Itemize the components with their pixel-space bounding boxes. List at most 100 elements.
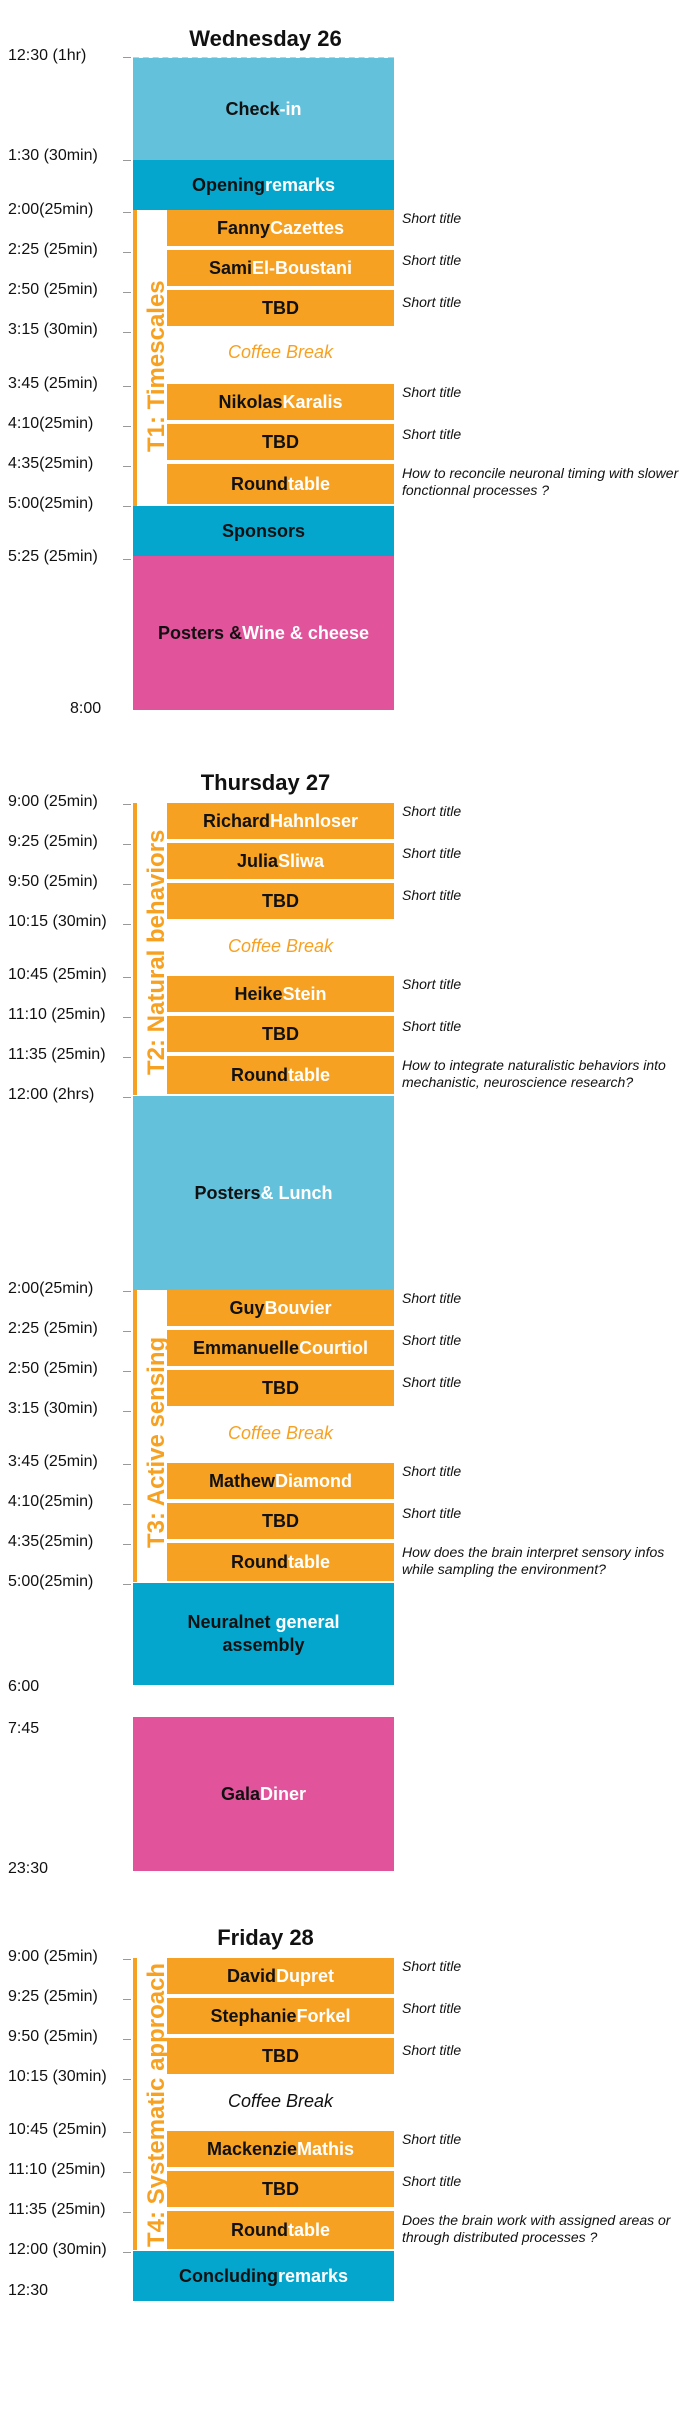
talk-note: Short title <box>402 1290 462 1306</box>
talk-note: Short title <box>402 1332 462 1348</box>
opening-remarks-block: Opening remarks <box>133 160 394 210</box>
time-label: 23:30 <box>8 1860 49 1877</box>
talk-block[interactable]: TBD <box>167 2038 394 2076</box>
talk-note: Short title <box>402 252 462 268</box>
time-label: 3:15 (30min) <box>8 1400 98 1417</box>
time-label: 10:15 (30min) <box>8 913 107 930</box>
day-title-friday: Friday 28 <box>217 1925 314 1950</box>
time-label: 2:00(25min) <box>8 201 94 218</box>
talk-note: Short title <box>402 803 462 819</box>
concluding-remarks-block: Concluding remarks <box>133 2251 394 2301</box>
time-label: 11:10 (25min) <box>8 1006 106 1023</box>
talk-note: Does the brain work with assigned areas … <box>402 2212 671 2245</box>
roundtable-block[interactable]: Round table <box>167 1543 394 1583</box>
time-label: 12:00 (30min) <box>8 2241 107 2258</box>
coffee-break: Coffee Break <box>227 1423 334 1443</box>
gala-dinner-block: Gala Diner <box>133 1717 394 1871</box>
time-label: 2:00(25min) <box>8 1280 94 1297</box>
talk-block[interactable]: TBD <box>167 1016 394 1054</box>
day-title-wednesday: Wednesday 26 <box>189 26 342 51</box>
time-label: 2:50 (25min) <box>8 1360 98 1377</box>
time-label: 11:35 (25min) <box>8 1046 106 1063</box>
talk-block[interactable]: Fanny Cazettes <box>167 210 394 248</box>
time-label: 4:35(25min) <box>8 1533 94 1550</box>
coffee-break: Coffee Break <box>227 2091 334 2111</box>
time-label: 6:00 <box>8 1678 40 1695</box>
time-label: 9:25 (25min) <box>8 833 98 850</box>
talk-block[interactable]: Stephanie Forkel <box>167 1998 394 2036</box>
time-label: 5:00(25min) <box>8 495 94 512</box>
talk-note: Short title <box>402 1463 462 1479</box>
time-label: 10:15 (30min) <box>8 2068 107 2085</box>
sponsors-block: Sponsors <box>133 506 394 556</box>
time-label: 9:00 (25min) <box>8 1948 98 1965</box>
time-label: 3:45 (25min) <box>8 375 98 392</box>
talk-block[interactable]: Mathew Diamond <box>167 1463 394 1501</box>
time-label: 10:45 (25min) <box>8 966 107 983</box>
time-label: 11:10 (25min) <box>8 2161 106 2178</box>
talk-note: Short title <box>402 1018 462 1034</box>
time-label: 7:45 <box>8 1720 40 1737</box>
posters-wine-block: Posters & Wine & cheese <box>133 556 394 710</box>
talk-note: Short title <box>402 2042 462 2058</box>
talk-block[interactable]: Emmanuelle Courtiol <box>167 1330 394 1368</box>
time-label: 11:35 (25min) <box>8 2201 106 2218</box>
time-label: 10:45 (25min) <box>8 2121 107 2138</box>
talk-note: Short title <box>402 976 462 992</box>
time-label: 2:25 (25min) <box>8 1320 98 1337</box>
talk-note: Short title <box>402 887 462 903</box>
talk-note: Short title <box>402 1505 462 1521</box>
talk-block[interactable]: Mackenzie Mathis <box>167 2131 394 2169</box>
roundtable-block[interactable]: Round table <box>167 464 394 506</box>
talk-note: Short title <box>402 2131 462 2147</box>
talk-block[interactable]: Sami El-Boustani <box>167 250 394 288</box>
talk-block[interactable]: TBD <box>167 2171 394 2209</box>
talk-block[interactable]: Richard Hahnloser <box>167 803 394 841</box>
talk-note: Short title <box>402 2000 462 2016</box>
roundtable-block[interactable]: Round table <box>167 2211 394 2251</box>
talk-block[interactable]: TBD <box>167 1370 394 1408</box>
time-label: 2:25 (25min) <box>8 241 98 258</box>
talk-note: Short title <box>402 426 462 442</box>
talk-block[interactable]: Heike Stein <box>167 976 394 1014</box>
time-label: 8:00 <box>70 700 102 717</box>
talk-note: How does the brain interpret sensory inf… <box>402 1544 665 1577</box>
day-title-thursday: Thursday 27 <box>200 770 331 795</box>
talk-note: How to reconcile neuronal timing with sl… <box>402 465 679 498</box>
time-label: 12:30 (1hr) <box>8 47 87 64</box>
time-label: 4:35(25min) <box>8 455 94 472</box>
time-label: 5:25 (25min) <box>8 548 98 565</box>
talk-block[interactable]: TBD <box>167 424 394 462</box>
coffee-break: Coffee Break <box>227 936 334 956</box>
posters-lunch-block: Posters & Lunch <box>133 1096 394 1290</box>
talk-note: Short title <box>402 1958 462 1974</box>
time-label: 3:45 (25min) <box>8 1453 98 1470</box>
talk-note: Short title <box>402 384 462 400</box>
talk-block[interactable]: David Dupret <box>167 1958 394 1996</box>
roundtable-block[interactable]: Round table <box>167 1056 394 1096</box>
talk-block[interactable]: TBD <box>167 883 394 921</box>
time-label: 1:30 (30min) <box>8 147 98 164</box>
talk-note: Short title <box>402 2173 462 2189</box>
time-label: 3:15 (30min) <box>8 321 98 338</box>
talk-note: Short title <box>402 1374 462 1390</box>
time-label: 12:30 <box>8 2282 49 2299</box>
talk-note: How to integrate naturalistic behaviors … <box>402 1057 666 1090</box>
talk-block[interactable]: TBD <box>167 1503 394 1541</box>
talk-block[interactable]: TBD <box>167 290 394 328</box>
talk-note: Short title <box>402 210 462 226</box>
talk-block[interactable]: Guy Bouvier <box>167 1290 394 1328</box>
time-label: 5:00(25min) <box>8 1573 94 1590</box>
talk-block[interactable]: Julia Sliwa <box>167 843 394 881</box>
checkin-block: Check -in <box>133 58 394 160</box>
time-label: 9:50 (25min) <box>8 873 98 890</box>
coffee-break: Coffee Break <box>227 342 334 362</box>
talk-block[interactable]: Nikolas Karalis <box>167 384 394 422</box>
general-assembly-block: Neuralnet general assembly <box>133 1583 394 1685</box>
time-label: 4:10(25min) <box>8 1493 94 1510</box>
time-label: 4:10(25min) <box>8 415 94 432</box>
talk-note: Short title <box>402 294 462 310</box>
time-label: 2:50 (25min) <box>8 281 98 298</box>
time-label: 9:00 (25min) <box>8 793 98 810</box>
talk-note: Short title <box>402 845 462 861</box>
